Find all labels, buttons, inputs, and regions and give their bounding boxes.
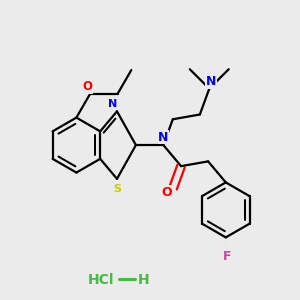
Text: H: H [137, 273, 149, 286]
Text: HCl: HCl [88, 273, 114, 286]
Text: N: N [206, 75, 216, 88]
Text: N: N [158, 131, 169, 144]
Text: N: N [108, 100, 118, 110]
Text: S: S [113, 184, 121, 194]
Text: F: F [223, 250, 231, 262]
Text: O: O [82, 80, 92, 93]
Text: O: O [161, 185, 172, 199]
